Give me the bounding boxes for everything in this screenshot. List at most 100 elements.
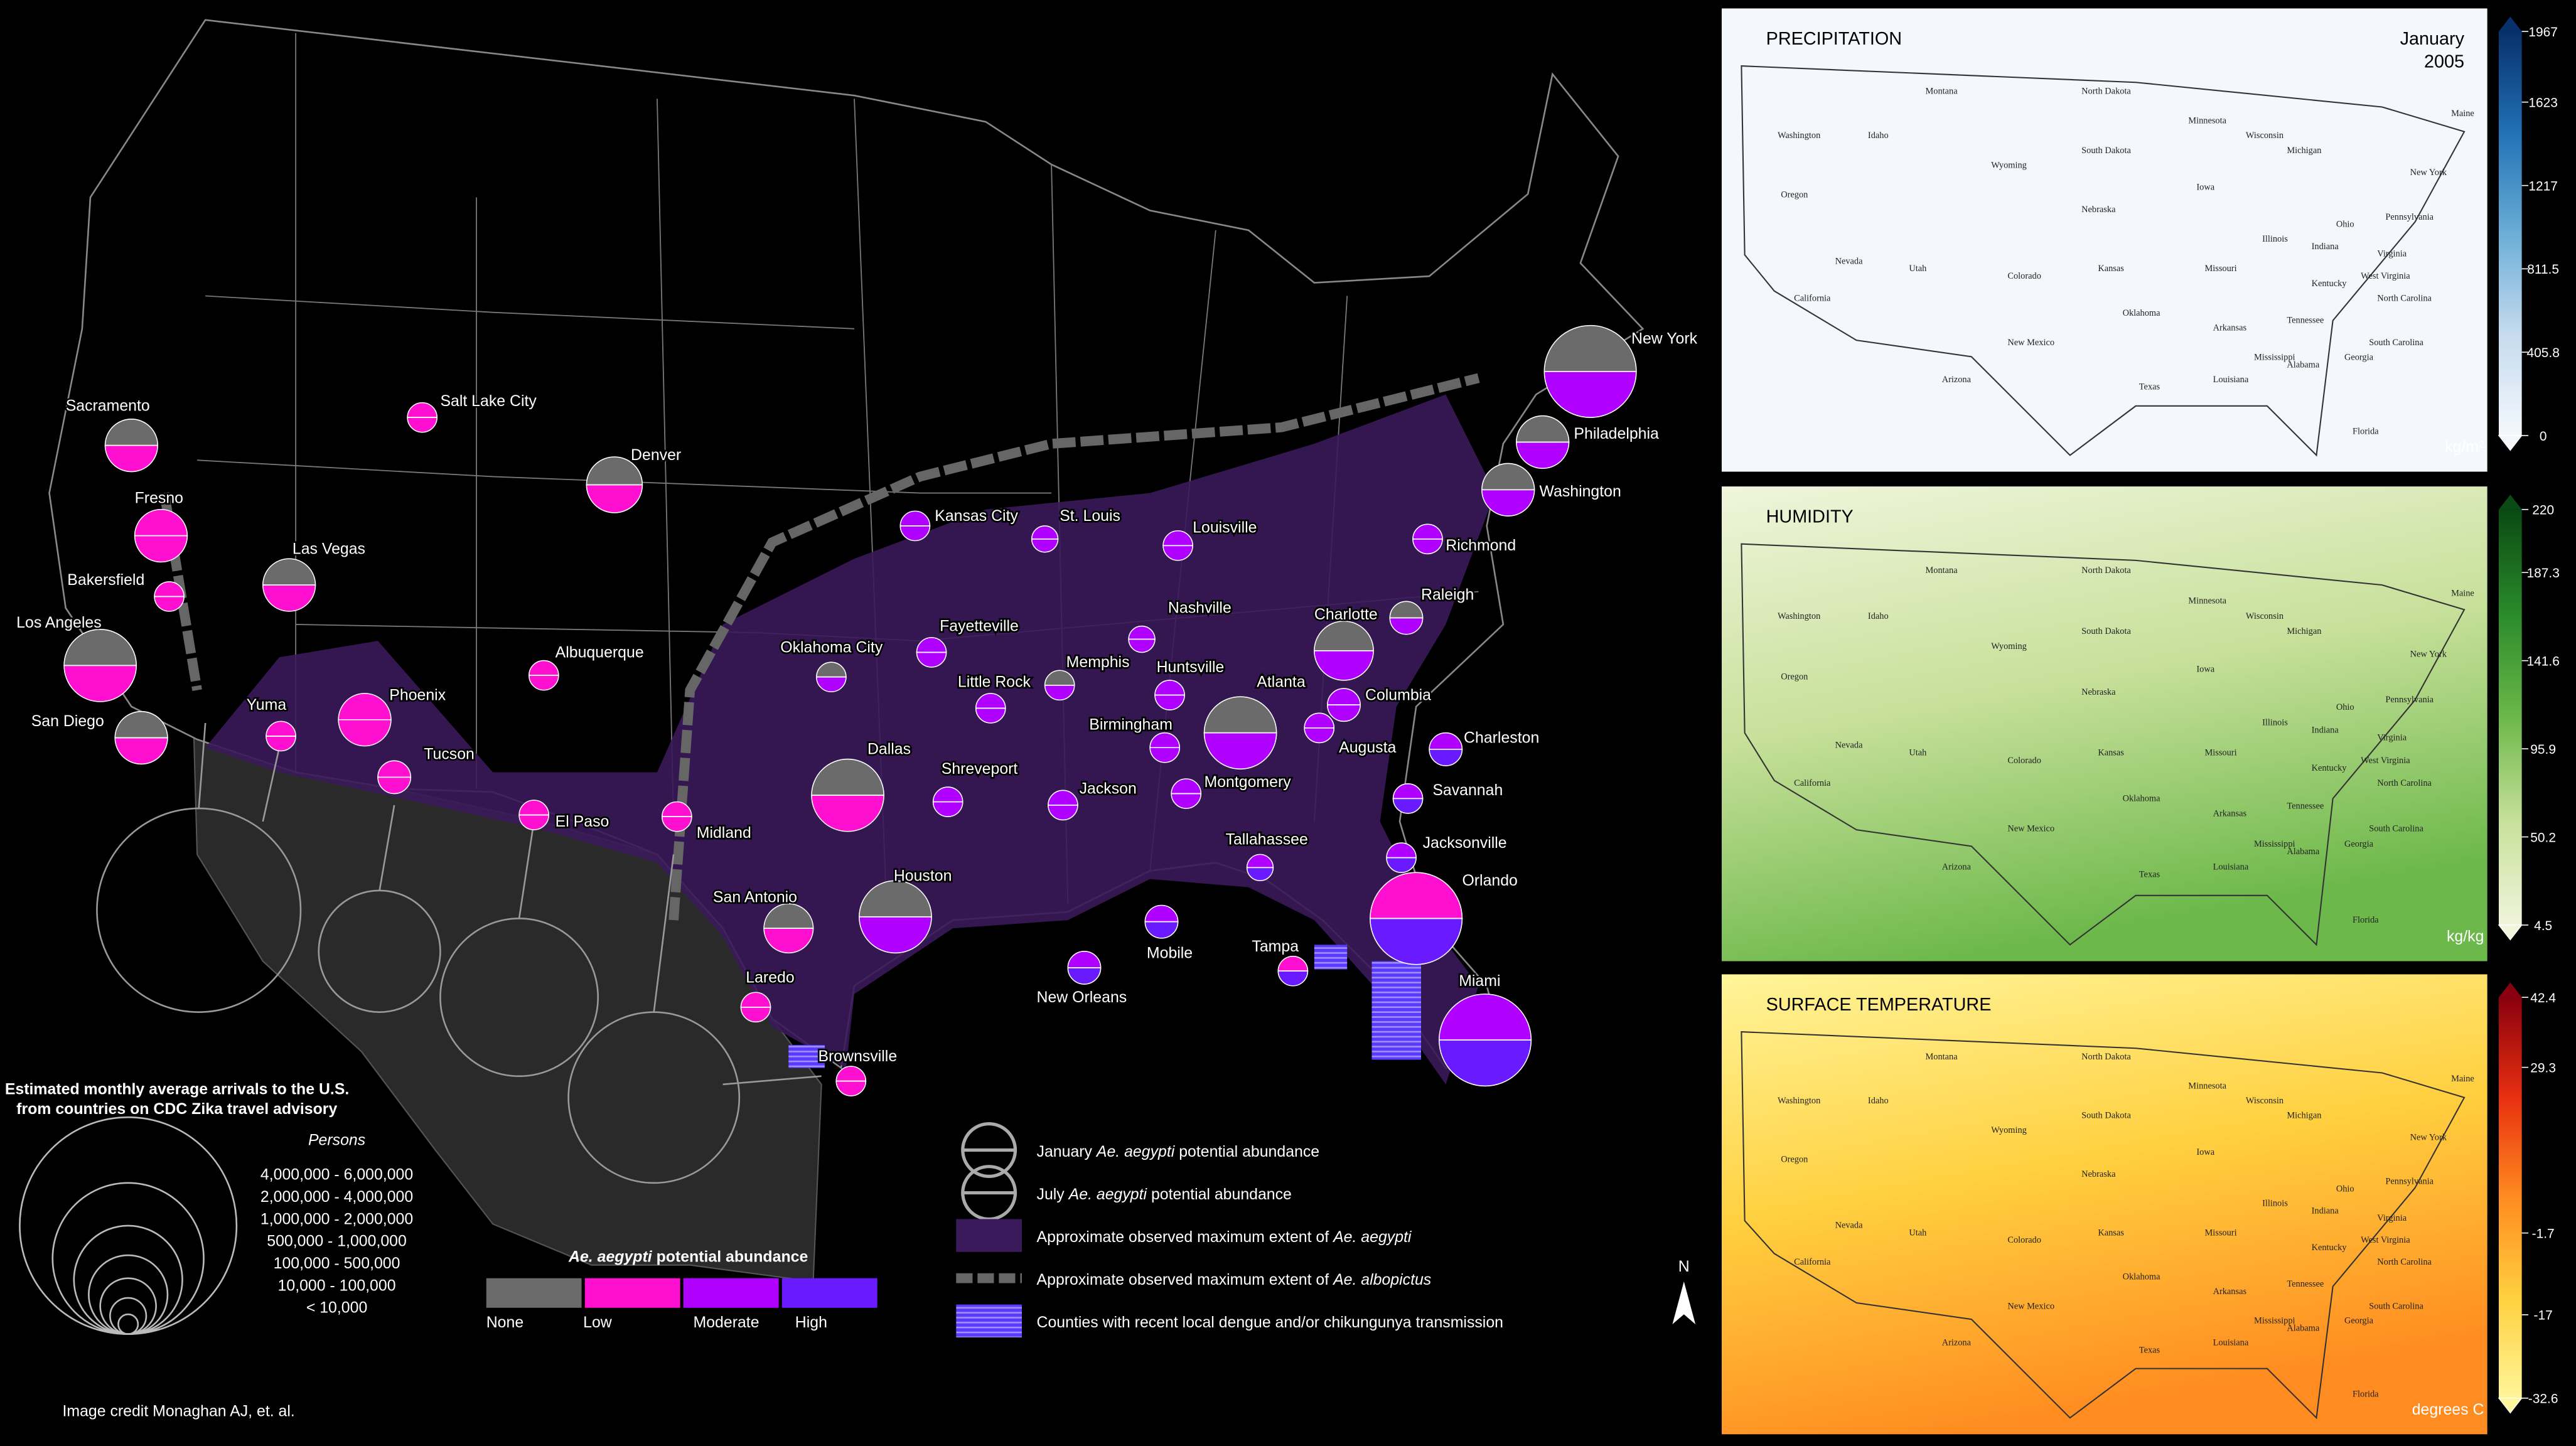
state-label: Idaho	[1868, 611, 1889, 621]
city-marker: Tallahassee	[1224, 829, 1309, 882]
abundance-level: Moderate	[694, 1314, 759, 1331]
city-label: Louisville	[1193, 518, 1257, 536]
july-half	[377, 776, 412, 795]
state-label: South Dakota	[2081, 1110, 2131, 1120]
key-label-part: Counties with recent local dengue and/or…	[1037, 1314, 1503, 1331]
state-label: West Virginia	[2361, 1235, 2410, 1245]
state-label: Wyoming	[1991, 160, 2027, 170]
colorbar	[2498, 31, 2522, 436]
july-half	[1162, 545, 1193, 561]
state-label: Illinois	[2262, 717, 2288, 727]
july-half	[266, 736, 296, 752]
january-half	[1543, 324, 1637, 372]
size-range: 10,000 - 100,000	[278, 1277, 396, 1294]
colorbar-tick-label: 95.9	[2530, 742, 2556, 757]
city-label: Oklahoma City	[780, 638, 883, 656]
state-label: West Virginia	[2361, 271, 2410, 281]
state-label: Virginia	[2377, 732, 2407, 742]
state-label: Alabama	[2287, 847, 2320, 857]
key-label-part: potential abundance	[1174, 1143, 1319, 1160]
size-range: 100,000 - 500,000	[274, 1255, 400, 1272]
january-half	[1429, 732, 1463, 750]
city-marker: San Diego	[30, 711, 168, 765]
july-half	[1439, 1039, 1532, 1087]
state-label: Montana	[1926, 565, 1958, 576]
state-label: Illinois	[2262, 1199, 2288, 1209]
state-label: New York	[2410, 1133, 2447, 1143]
july-half	[1044, 685, 1075, 701]
january-half	[407, 402, 438, 418]
city-marker: Jacksonville	[1386, 832, 1508, 873]
colorbar-tick-label: 811.5	[2527, 262, 2559, 277]
state-label: Wyoming	[1991, 641, 2027, 651]
july-half	[975, 707, 1006, 724]
state-label: Maine	[2451, 1074, 2474, 1084]
state-label: Michigan	[2287, 626, 2321, 636]
state-label: Georgia	[2344, 353, 2374, 363]
state-label: Arkansas	[2213, 323, 2247, 333]
colorbar-tick-label: 187.3	[2526, 566, 2559, 581]
state-label: Georgia	[2344, 839, 2374, 849]
state-label: Minnesota	[2188, 1081, 2226, 1091]
city-label: Albuquerque	[555, 643, 644, 661]
city-label: Denver	[631, 446, 681, 464]
city-label: Bakersfield	[67, 571, 144, 589]
colorbar-tick-label: -17	[2534, 1309, 2553, 1323]
city-label: Huntsville	[1157, 658, 1225, 676]
state-label: Tennessee	[2287, 801, 2324, 811]
july-half	[1277, 970, 1309, 987]
north-label: N	[1678, 1258, 1690, 1275]
key-label-part: Ae. aegypti	[1095, 1143, 1176, 1160]
state-label: Virginia	[2377, 1213, 2407, 1223]
january-half	[377, 760, 412, 778]
city-label: Midland	[697, 824, 751, 842]
city-label: Miami	[1459, 972, 1500, 990]
state-label: Missouri	[2204, 1228, 2236, 1238]
january-half	[1314, 620, 1374, 651]
abundance-swatch	[584, 1278, 680, 1308]
state-label: New York	[2410, 649, 2447, 659]
key-label: Approximate observed maximum extent of A…	[1037, 1228, 1412, 1246]
january-half	[1392, 783, 1424, 800]
state-label: Nebraska	[2081, 687, 2116, 697]
july-half	[1516, 441, 1570, 469]
legend: Estimated monthly average arrivals to th…	[5, 1081, 1696, 1420]
city-label: New Orleans	[1037, 988, 1127, 1006]
city-marker: Montgomery	[1171, 771, 1293, 809]
city-label: Savannah	[1432, 781, 1503, 799]
city-marker: Augusta	[1304, 712, 1398, 758]
key-label: January Ae. aegypti potential abundance	[1037, 1143, 1320, 1160]
july-half	[338, 719, 392, 747]
state-label: Indiana	[2312, 1206, 2339, 1216]
july-half	[1314, 650, 1374, 681]
city-label: Raleigh	[1421, 586, 1474, 604]
state-label: Arizona	[1942, 862, 1972, 872]
city-marker: Orlando	[1370, 870, 1520, 965]
city-marker: Albuquerque	[528, 642, 645, 691]
city-label: Columbia	[1365, 686, 1431, 704]
state-label: Utah	[1909, 264, 1926, 274]
state-label: Iowa	[2196, 665, 2214, 675]
july-half	[104, 444, 159, 473]
city-label: Houston	[894, 867, 952, 884]
city-marker: Tampa	[1250, 936, 1309, 987]
abundance-title: Ae. aegypti potential abundance	[568, 1248, 808, 1265]
state-label: Colorado	[2007, 1235, 2041, 1245]
city-marker: Laredo	[740, 967, 796, 1023]
january-half	[528, 660, 559, 676]
city-marker: St. Louis	[1031, 505, 1122, 553]
july-half	[1246, 867, 1274, 882]
july-half	[932, 801, 963, 817]
colorbar	[2498, 997, 2522, 1398]
july-half	[763, 928, 814, 954]
january-half	[104, 419, 159, 446]
north-arrow	[1672, 1281, 1696, 1324]
state-label: New Mexico	[2007, 824, 2054, 834]
city-label: Mobile	[1147, 944, 1193, 961]
city-label: Laredo	[746, 969, 794, 987]
january-half	[1144, 904, 1179, 923]
city-label: Birmingham	[1089, 715, 1173, 733]
colorbar-bottom	[2498, 924, 2523, 941]
city-label: New York	[1631, 329, 1698, 347]
credit: Image credit Monaghan AJ, et. al.	[62, 1403, 294, 1420]
